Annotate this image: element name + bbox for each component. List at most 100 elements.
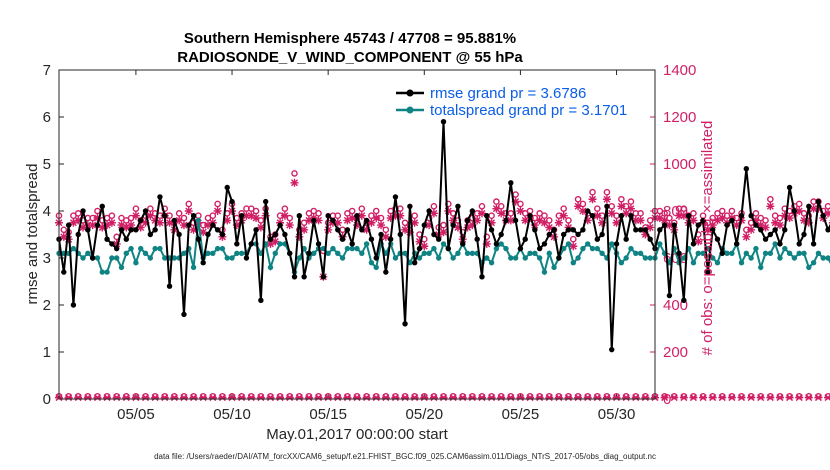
obs-assimilated-point — [689, 216, 698, 225]
totalspread-point — [464, 250, 471, 256]
totalspread-point — [455, 250, 461, 256]
obs-assimilated-point — [463, 223, 472, 232]
obs-possible-baseline-marker — [786, 392, 793, 400]
obs-assimilated-baseline-marker — [410, 394, 419, 402]
obs-assimilated-point — [578, 207, 587, 215]
totalspread-point — [536, 255, 543, 261]
obs-assimilated-point — [290, 178, 299, 187]
totalspread-point — [729, 250, 735, 256]
totalspread-point — [527, 250, 533, 256]
rmse-point — [786, 184, 793, 191]
obs-possible-point — [618, 195, 625, 203]
totalspread-point — [224, 255, 230, 261]
obs-assimilated-point — [602, 195, 611, 204]
rmse-point — [378, 231, 384, 238]
obs-assimilated-point — [804, 218, 813, 227]
obs-assimilated-point — [636, 216, 645, 225]
rmse-point — [315, 241, 322, 247]
totalspread-point — [147, 255, 154, 261]
rmse-point — [690, 241, 697, 247]
totalspread-point — [267, 264, 274, 271]
obs-assimilated-baseline-marker — [266, 394, 275, 402]
obs-assimilated-point — [607, 209, 616, 218]
rmse-point — [806, 203, 812, 209]
totalspread-point — [431, 245, 437, 252]
rmse-point — [647, 236, 653, 242]
rmse-point — [450, 222, 456, 228]
obs-possible-point — [603, 188, 611, 196]
totalspread-point — [714, 260, 721, 266]
totalspread-point — [777, 255, 783, 261]
obs-assimilated-baseline-marker — [526, 394, 535, 402]
rmse-point — [411, 260, 418, 266]
obs-assimilated-point — [271, 237, 280, 246]
obs-assimilated-point — [506, 216, 515, 225]
totalspread-point — [421, 250, 427, 256]
obs-possible-point — [348, 207, 356, 215]
obs-possible-baseline-marker — [757, 392, 764, 400]
rmse-point — [349, 241, 355, 247]
totalspread-point — [498, 241, 504, 247]
totalspread-point — [522, 255, 528, 261]
obs-assimilated-point — [213, 207, 222, 215]
obs-possible-baseline-marker — [709, 392, 716, 400]
rmse-point — [666, 292, 673, 299]
obs-assimilated-point — [165, 218, 174, 227]
obs-assimilated-baseline-marker — [362, 394, 371, 402]
rmse-point — [80, 208, 86, 214]
rmse-point — [99, 203, 105, 209]
obs-assimilated-baseline-marker — [141, 394, 150, 402]
obs-assimilated-point — [175, 216, 184, 225]
obs-assimilated-baseline-marker — [824, 394, 830, 402]
totalspread-point — [296, 255, 303, 261]
rmse-point — [618, 213, 625, 219]
obs-assimilated-baseline-marker — [785, 394, 794, 402]
obs-assimilated-point — [343, 216, 352, 225]
obs-assimilated-point — [631, 216, 640, 225]
totalspread-point — [762, 250, 769, 256]
y-tick-label: 1 — [43, 344, 51, 361]
obs-assimilated-point — [473, 216, 482, 225]
totalspread-point — [349, 245, 355, 252]
obs-assimilated-point — [112, 239, 121, 248]
obs-assimilated-point — [809, 204, 818, 213]
obs-assimilated-baseline-marker — [708, 394, 717, 402]
obs-assimilated-point — [559, 211, 568, 220]
obs-possible-point — [690, 210, 697, 217]
rmse-point — [599, 231, 605, 238]
rmse-point — [368, 236, 375, 242]
rmse-point — [229, 198, 235, 205]
obs-possible-baseline-marker — [690, 392, 697, 400]
rmse-point — [142, 208, 149, 214]
totalspread-point — [373, 264, 379, 271]
y-right-tick-label: 1400 — [663, 62, 696, 79]
obs-assimilated-point — [59, 232, 68, 241]
x-tick-label: 05/25 — [502, 406, 540, 423]
rmse-point — [128, 227, 134, 233]
y-tick-label: 6 — [43, 109, 51, 126]
obs-assimilated-baseline-marker — [151, 394, 160, 402]
totalspread-point — [210, 250, 216, 256]
rmse-point — [162, 213, 168, 219]
rmse-point — [200, 260, 206, 266]
obs-assimilated-point — [583, 216, 592, 225]
obs-assimilated-point — [742, 232, 751, 241]
obs-assimilated-point — [295, 232, 304, 241]
x-tick-label: 05/30 — [598, 406, 636, 423]
obs-assimilated-point — [266, 239, 275, 248]
obs-assimilated-point — [228, 207, 237, 215]
obs-assimilated-point — [521, 216, 530, 225]
rmse-point — [421, 222, 427, 228]
rmse-point — [512, 217, 519, 224]
rmse-point — [681, 297, 687, 303]
rmse-point — [104, 236, 110, 242]
obs-possible-point — [372, 207, 380, 215]
rmse-point — [469, 208, 476, 214]
rmse-point — [258, 297, 264, 303]
totalspread-point — [277, 241, 283, 247]
obs-possible-baseline-marker — [661, 392, 668, 400]
obs-possible-point — [209, 212, 217, 219]
obs-assimilated-baseline-marker — [439, 394, 448, 402]
obs-assimilated-baseline-marker — [256, 394, 265, 402]
